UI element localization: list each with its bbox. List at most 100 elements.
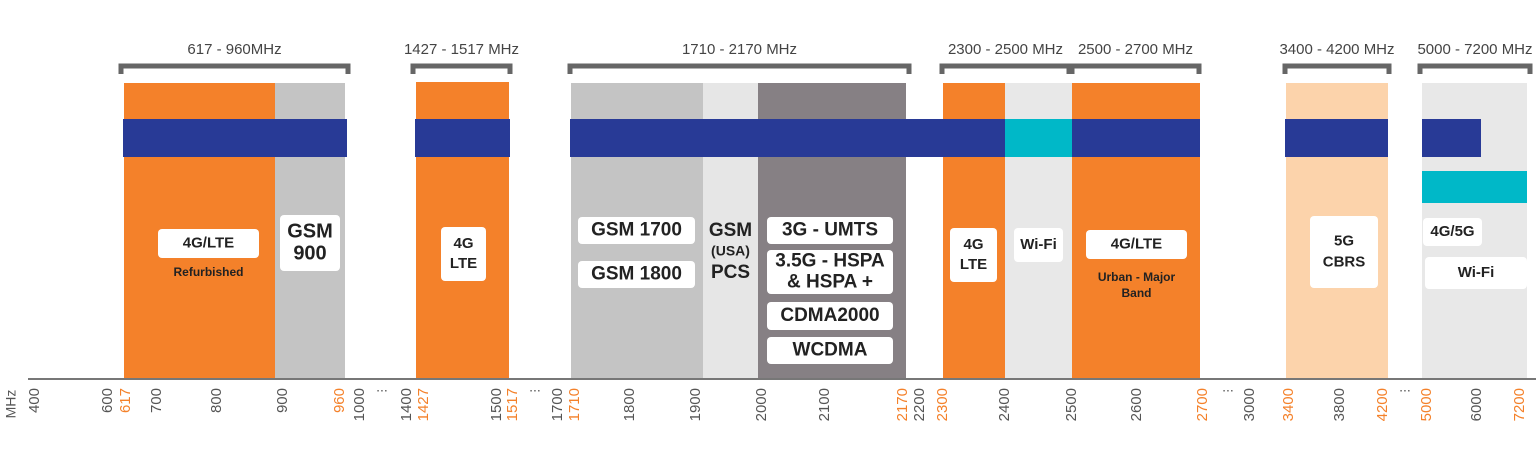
band-label: PCS	[711, 262, 750, 283]
bracket-label: 1710 - 2170 MHz	[682, 41, 797, 58]
band-label: WCDMA	[793, 340, 868, 361]
axis-gap: ...	[1222, 379, 1234, 395]
bracket	[567, 63, 912, 74]
band-label: 4G/LTE	[1111, 235, 1162, 252]
label-box	[1310, 216, 1378, 288]
label-box	[1425, 257, 1527, 289]
axis-tick-label: 1710	[566, 388, 583, 421]
wifi-bar	[1005, 119, 1072, 157]
bracket-label: 3400 - 4200 MHz	[1279, 41, 1394, 58]
bracket	[1282, 63, 1392, 74]
axis-tick-label: 900	[274, 388, 291, 413]
bracket	[410, 63, 513, 74]
band-label: & HSPA +	[787, 272, 873, 293]
band-label: CBRS	[1323, 253, 1366, 270]
label-box	[950, 228, 997, 282]
band-label: GSM 1700	[591, 220, 682, 241]
band-label: GSM 1800	[591, 264, 682, 285]
band-label: 4G/LTE	[183, 234, 234, 251]
band-label: 4G	[453, 235, 473, 252]
band-label: 4G	[963, 236, 983, 253]
axis-tick-label: 2300	[934, 388, 951, 421]
axis-tick-label: 1400	[398, 388, 415, 421]
bracket-label: 5000 - 7200 MHz	[1417, 41, 1532, 58]
axis-tick-label: 3000	[1241, 388, 1258, 421]
label-box	[767, 302, 893, 330]
label-box	[1086, 230, 1187, 259]
band-label: LTE	[450, 255, 477, 272]
axis-tick-label: 7200	[1511, 388, 1528, 421]
label-box	[578, 261, 695, 288]
band-label: 3.5G - HSPA	[775, 251, 885, 272]
carrier-bar	[570, 119, 1005, 157]
band-label: Refurbished	[173, 265, 243, 279]
axis-tick-label: 700	[148, 388, 165, 413]
axis-tick-label: 2000	[753, 388, 770, 421]
band-label: 3G - UMTS	[782, 220, 878, 241]
axis-tick-label: 2400	[996, 388, 1013, 421]
axis-tick-label: 2100	[816, 388, 833, 421]
band-label: GSM	[709, 220, 752, 241]
bracket	[1069, 63, 1202, 74]
axis-tick-label: 3400	[1280, 388, 1297, 421]
band-label: Band	[1122, 286, 1152, 300]
axis-tick-label: 1800	[621, 388, 638, 421]
band-label: 4G/5G	[1430, 223, 1474, 240]
axis-tick-label: 1427	[415, 388, 432, 421]
carrier-bar	[1285, 119, 1388, 157]
axis-gap: ...	[529, 379, 541, 395]
axis-tick-label: 2500	[1063, 388, 1080, 421]
wifi-bar	[1422, 171, 1527, 203]
label-box	[767, 337, 893, 364]
label-box	[1014, 228, 1063, 262]
bracket	[1417, 63, 1533, 74]
label-box	[767, 217, 893, 244]
axis-tick-label: 400	[26, 388, 43, 413]
axis-tick-label: 1500	[488, 388, 505, 421]
label-box	[158, 229, 259, 258]
label-box	[1423, 218, 1482, 246]
band-label: Wi-Fi	[1458, 264, 1495, 281]
band-label: CDMA2000	[780, 305, 879, 326]
axis-unit: MHz	[3, 390, 19, 419]
axis-tick-label: 2200	[911, 388, 928, 421]
band-label: GSM	[287, 220, 333, 242]
axis-tick-label: 6000	[1468, 388, 1485, 421]
axis-tick-label: 600	[99, 388, 116, 413]
axis-tick-label: 960	[331, 388, 348, 413]
axis-tick-label: 617	[117, 388, 134, 413]
axis-tick-label: 4200	[1374, 388, 1391, 421]
axis-tick-label: 5000	[1418, 388, 1435, 421]
axis-tick-label: 1700	[549, 388, 566, 421]
bracket	[939, 63, 1072, 74]
band-label: Urban - Major	[1098, 270, 1176, 284]
bracket-label: 2300 - 2500 MHz	[948, 41, 1063, 58]
axis-tick-label: 1517	[504, 388, 521, 421]
axis-tick-label: 1000	[351, 388, 368, 421]
bracket	[118, 63, 351, 74]
axis-tick-label: 2700	[1194, 388, 1211, 421]
axis-tick-label: 3800	[1331, 388, 1348, 421]
band-label: (USA)	[711, 243, 750, 259]
label-box	[578, 217, 695, 244]
carrier-bar	[123, 119, 347, 157]
axis-tick-label: 1900	[687, 388, 704, 421]
label-box	[280, 215, 340, 271]
axis-tick-label: 2600	[1128, 388, 1145, 421]
band-label: 5G	[1334, 232, 1354, 249]
axis-gap: ...	[1399, 379, 1411, 395]
carrier-bar	[415, 119, 510, 157]
bracket-label: 2500 - 2700 MHz	[1078, 41, 1193, 58]
bracket-label: 1427 - 1517 MHz	[404, 41, 519, 58]
axis-tick-label: 800	[208, 388, 225, 413]
axis-tick-label: 2170	[894, 388, 911, 421]
band-label: 900	[293, 242, 326, 264]
label-box	[441, 227, 486, 281]
band-label: LTE	[960, 256, 987, 273]
band-label: Wi-Fi	[1020, 236, 1057, 253]
bracket-label: 617 - 960MHz	[187, 41, 281, 58]
carrier-bar	[1072, 119, 1200, 157]
axis-gap: ...	[376, 379, 388, 395]
label-box	[767, 250, 893, 294]
